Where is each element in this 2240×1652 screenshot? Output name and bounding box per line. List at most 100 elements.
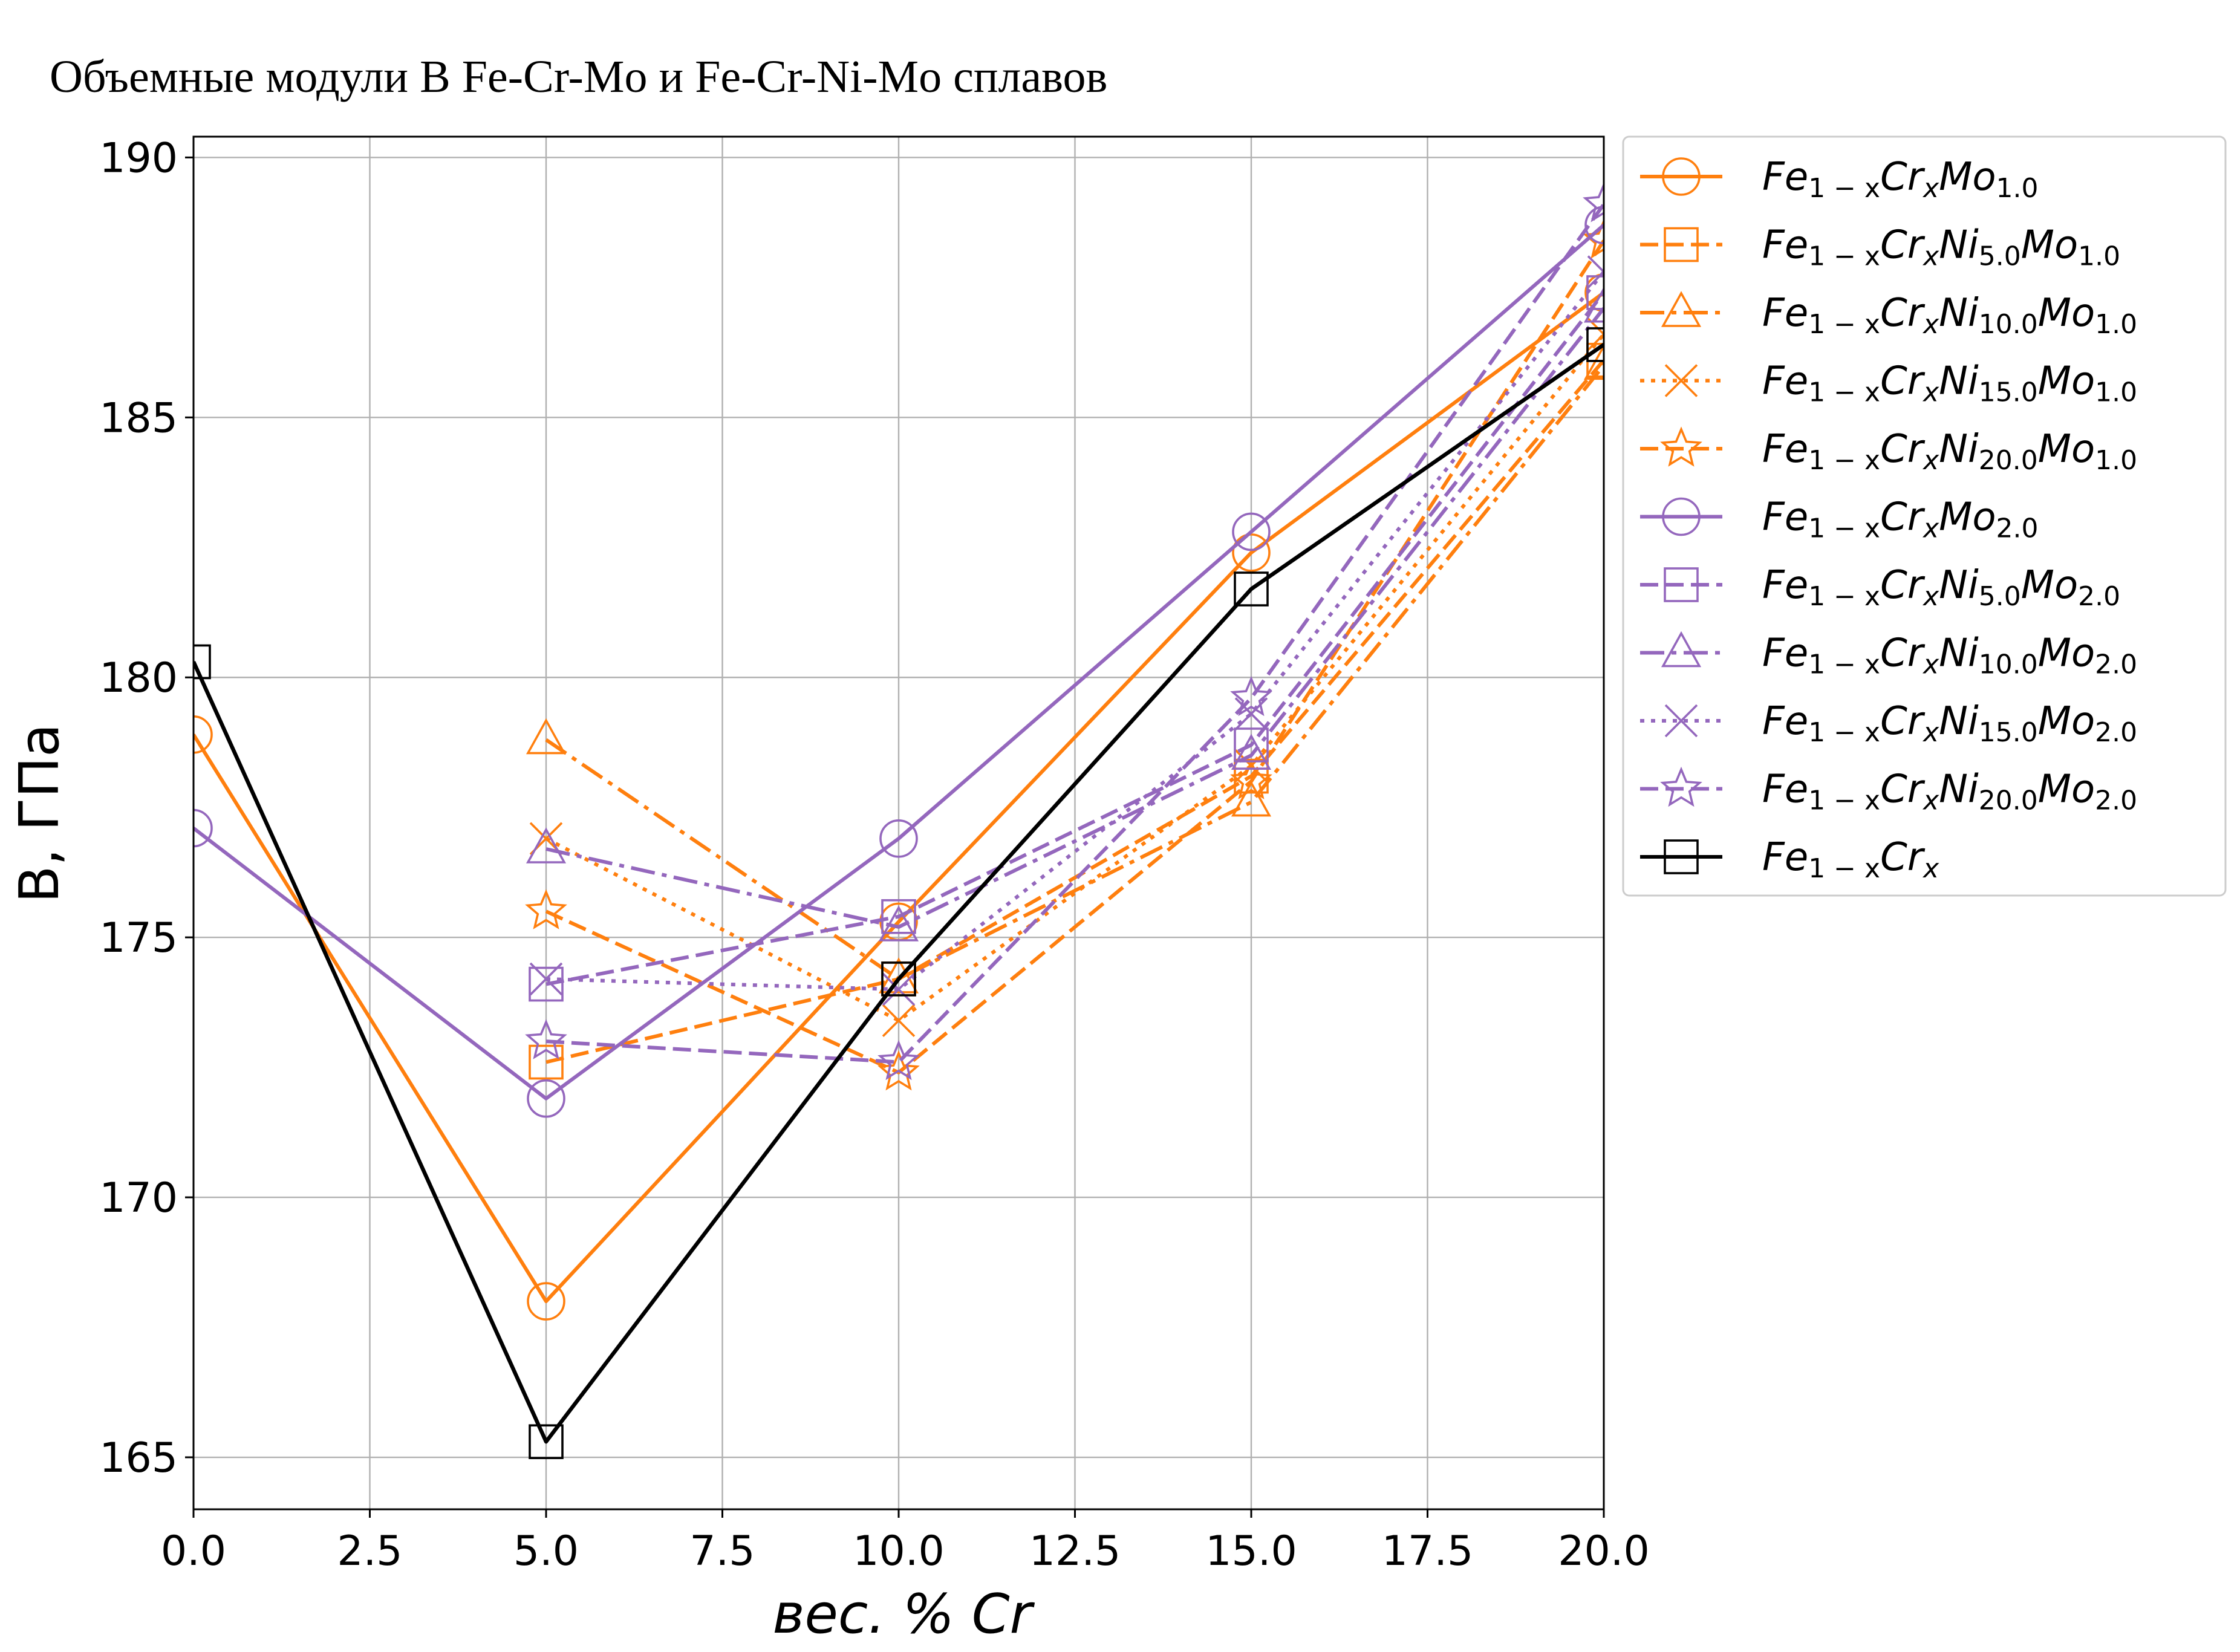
legend-label: Fe1 − xCrxNi20.0Mo1.0 bbox=[1762, 427, 2137, 476]
data-point bbox=[194, 644, 211, 680]
data-point bbox=[1583, 182, 1604, 223]
legend-label: Fe1 − xCrx bbox=[1762, 835, 1939, 884]
data-point bbox=[1586, 327, 1604, 362]
series-line bbox=[194, 223, 1604, 1101]
data-point bbox=[527, 1282, 565, 1321]
x-tick-label: 15.0 bbox=[1205, 1527, 1297, 1575]
y-tick-label: 185 bbox=[99, 394, 178, 442]
legend-label: Fe1 − xCrxNi5.0Mo1.0 bbox=[1762, 223, 2120, 272]
y-tick-label: 170 bbox=[99, 1174, 178, 1222]
y-tick-label: 165 bbox=[99, 1434, 178, 1482]
legend-entry: Fe1 − xCrxNi20.0Mo2.0 bbox=[1640, 766, 2137, 816]
legend-marker bbox=[1662, 157, 1701, 196]
data-point bbox=[879, 819, 918, 858]
x-tick-label: 20.0 bbox=[1558, 1527, 1649, 1575]
series-group bbox=[194, 206, 1604, 1118]
data-point bbox=[1230, 675, 1272, 717]
data-point bbox=[1231, 780, 1272, 817]
data-point bbox=[1587, 317, 1604, 351]
x-tick-label: 5.0 bbox=[513, 1527, 579, 1575]
series-group bbox=[529, 255, 1604, 1006]
legend-entry: Fe1 − xCrx bbox=[1640, 835, 1939, 884]
series-group bbox=[525, 218, 1604, 1091]
data-point bbox=[1583, 287, 1604, 323]
data-point bbox=[526, 827, 567, 863]
data-point bbox=[881, 961, 916, 997]
data-point bbox=[194, 808, 213, 848]
data-point bbox=[1587, 255, 1604, 288]
legend-marker bbox=[1664, 567, 1699, 602]
series-line bbox=[545, 291, 1604, 986]
series-line bbox=[545, 307, 1604, 929]
data-point bbox=[529, 1424, 564, 1460]
plot-series bbox=[194, 182, 1604, 1460]
legend-label: Fe1 − xCrxNi10.0Mo2.0 bbox=[1762, 631, 2137, 680]
data-point bbox=[529, 962, 563, 996]
series-line bbox=[545, 359, 1604, 1064]
legend-label: Fe1 − xCrxMo2.0 bbox=[1762, 495, 2038, 544]
data-point bbox=[877, 1039, 920, 1081]
data-point bbox=[882, 1004, 916, 1038]
data-point bbox=[1583, 218, 1604, 259]
legend-marker bbox=[1661, 631, 1702, 668]
data-point bbox=[1234, 727, 1269, 763]
legend-entry: Fe1 − xCrxNi10.0Mo1.0 bbox=[1640, 291, 2137, 340]
data-point bbox=[526, 718, 567, 755]
legend-marker bbox=[1664, 364, 1698, 397]
data-point bbox=[1583, 343, 1604, 380]
legend-marker bbox=[1661, 291, 1702, 327]
data-point bbox=[1234, 571, 1269, 606]
x-tick-label: 12.5 bbox=[1029, 1527, 1121, 1575]
legend-entry: Fe1 − xCrxMo2.0 bbox=[1640, 495, 2038, 544]
legend-marker bbox=[1660, 426, 1702, 467]
legend-label: Fe1 − xCrxNi20.0Mo2.0 bbox=[1762, 767, 2137, 816]
legend-marker bbox=[1660, 766, 1702, 807]
legend-box bbox=[1622, 135, 2227, 897]
data-point bbox=[1230, 759, 1272, 799]
legend-entry: Fe1 − xCrxNi20.0Mo1.0 bbox=[1640, 426, 2137, 476]
x-tick-label: 10.0 bbox=[853, 1527, 944, 1575]
x-tick-label: 0.0 bbox=[161, 1527, 226, 1575]
legend-entry: Fe1 − xCrxNi15.0Mo1.0 bbox=[1640, 359, 2137, 408]
legend-entry: Fe1 − xCrxNi15.0Mo2.0 bbox=[1640, 699, 2137, 748]
chart-title: Объемные модули B Fe-Cr-Mo и Fe-Cr-Ni-Mo… bbox=[50, 51, 1107, 102]
data-point bbox=[194, 715, 213, 754]
legend-entry: Fe1 − xCrxNi5.0Mo2.0 bbox=[1640, 563, 2120, 612]
series-line bbox=[545, 333, 1604, 1023]
legend-marker bbox=[1664, 839, 1699, 874]
data-point bbox=[881, 899, 916, 934]
data-point bbox=[1231, 733, 1272, 770]
data-point bbox=[878, 905, 919, 941]
legend-label: Fe1 − xCrxNi10.0Mo1.0 bbox=[1762, 291, 2137, 340]
series-line bbox=[545, 270, 1604, 992]
series-line bbox=[194, 291, 1604, 1304]
data-point bbox=[529, 1044, 564, 1080]
legend-label: Fe1 − xCrxNi15.0Mo1.0 bbox=[1762, 359, 2137, 408]
y-tick-label: 190 bbox=[99, 134, 178, 182]
series-group bbox=[526, 343, 1604, 993]
legend-entry: Fe1 − xCrxNi5.0Mo1.0 bbox=[1640, 223, 2120, 272]
x-axis-label: вес. % Cr bbox=[772, 1582, 1035, 1646]
data-point bbox=[1232, 533, 1271, 572]
series-group bbox=[525, 182, 1604, 1081]
axis-ticks: 0.0 2.5 5.0 7.5 10.0 12.5 15.0 17.5 20.0 165 170 17… bbox=[99, 134, 1650, 1575]
legend-marker bbox=[1662, 497, 1701, 536]
data-point bbox=[1232, 512, 1271, 551]
x-tick-label: 7.5 bbox=[689, 1527, 755, 1575]
data-point bbox=[882, 972, 916, 1006]
legend-label: Fe1 − xCrxNi5.0Mo2.0 bbox=[1762, 563, 2120, 612]
data-point bbox=[529, 966, 564, 1002]
series-group bbox=[526, 287, 1604, 941]
data-point bbox=[525, 889, 567, 929]
legend-marker bbox=[1664, 704, 1698, 738]
x-tick-label: 2.5 bbox=[337, 1527, 402, 1575]
y-tick-label: 180 bbox=[99, 654, 178, 702]
legend-entry: Fe1 − xCrxNi10.0Mo2.0 bbox=[1640, 631, 2137, 680]
y-tick-label: 175 bbox=[99, 914, 178, 962]
data-point bbox=[527, 1079, 565, 1118]
y-axis-label: B, ГПа bbox=[8, 724, 71, 903]
data-point bbox=[1234, 697, 1268, 730]
data-point bbox=[525, 1019, 567, 1059]
x-tick-label: 17.5 bbox=[1382, 1527, 1473, 1575]
data-point bbox=[877, 1050, 920, 1091]
